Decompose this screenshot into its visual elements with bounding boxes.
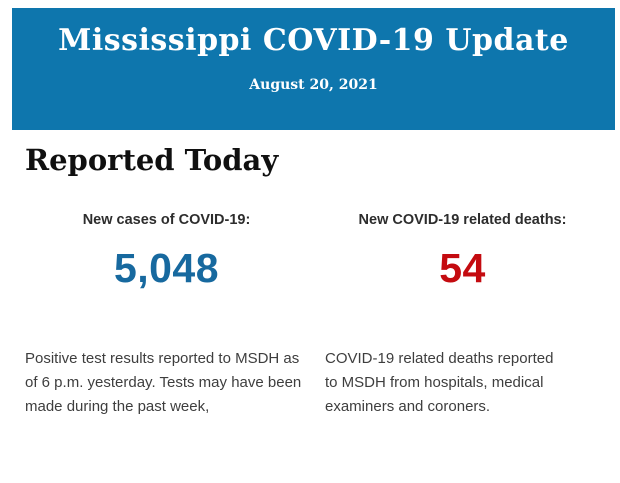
report-date: August 20, 2021 — [249, 77, 378, 93]
new-cases-label: New cases of COVID-19: — [82, 212, 251, 228]
section-title: Reported Today — [25, 143, 279, 177]
new-cases-description: Positive test results reported to MSDH a… — [25, 350, 302, 415]
new-deaths-value: 54 — [439, 245, 486, 291]
page-title: Mississippi COVID-19 Update — [58, 23, 569, 58]
stats-grid: New cases of COVID-19: 5,048 Positive te… — [25, 211, 600, 419]
new-deaths-description: COVID-19 related deaths reported to MSDH… — [325, 350, 554, 415]
header-banner: Mississippi COVID-19 Update August 20, 2… — [12, 8, 615, 130]
main-content: Reported Today New cases of COVID-19: 5,… — [0, 142, 620, 419]
new-cases-value: 5,048 — [113, 245, 220, 291]
new-deaths-label: New COVID-19 related deaths: — [358, 212, 567, 228]
stat-new-cases: New cases of COVID-19: 5,048 Positive te… — [25, 211, 308, 419]
stat-new-deaths: New COVID-19 related deaths: 54 COVID-19… — [325, 211, 600, 419]
